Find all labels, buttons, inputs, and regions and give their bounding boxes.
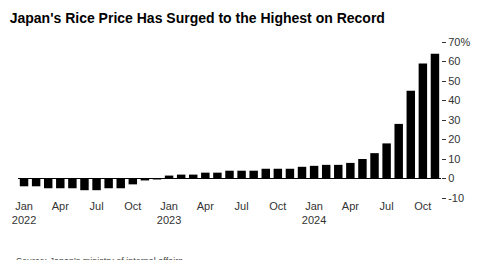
- svg-text:Source: Japan's ministry of in: Source: Japan's ministry of internal aff…: [16, 256, 183, 260]
- svg-text:Jul: Jul: [235, 200, 249, 212]
- svg-text:Oct: Oct: [124, 200, 141, 212]
- svg-text:Jan2024: Jan2024: [302, 200, 326, 226]
- svg-text:60: 60: [448, 55, 460, 67]
- svg-text:30: 30: [448, 114, 460, 126]
- svg-text:Japan's Rice Price Has Surged: Japan's Rice Price Has Surged to the Hig…: [10, 10, 385, 26]
- svg-text:Oct: Oct: [414, 200, 431, 212]
- svg-text:Jan2022: Jan2022: [12, 200, 36, 226]
- svg-text:0: 0: [448, 172, 454, 184]
- svg-text:40: 40: [448, 94, 460, 106]
- svg-text:Apr: Apr: [197, 200, 214, 212]
- svg-text:Apr: Apr: [52, 200, 69, 212]
- svg-text:-10: -10: [448, 192, 464, 204]
- svg-text:Apr: Apr: [342, 200, 359, 212]
- svg-text:20: 20: [448, 133, 460, 145]
- svg-text:Jan2023: Jan2023: [157, 200, 181, 226]
- svg-text:10: 10: [448, 153, 460, 165]
- svg-text:Jul: Jul: [380, 200, 394, 212]
- svg-text:Jul: Jul: [90, 200, 104, 212]
- svg-text:50: 50: [448, 75, 460, 87]
- svg-text:Oct: Oct: [269, 200, 286, 212]
- svg-text:70%: 70%: [448, 36, 470, 48]
